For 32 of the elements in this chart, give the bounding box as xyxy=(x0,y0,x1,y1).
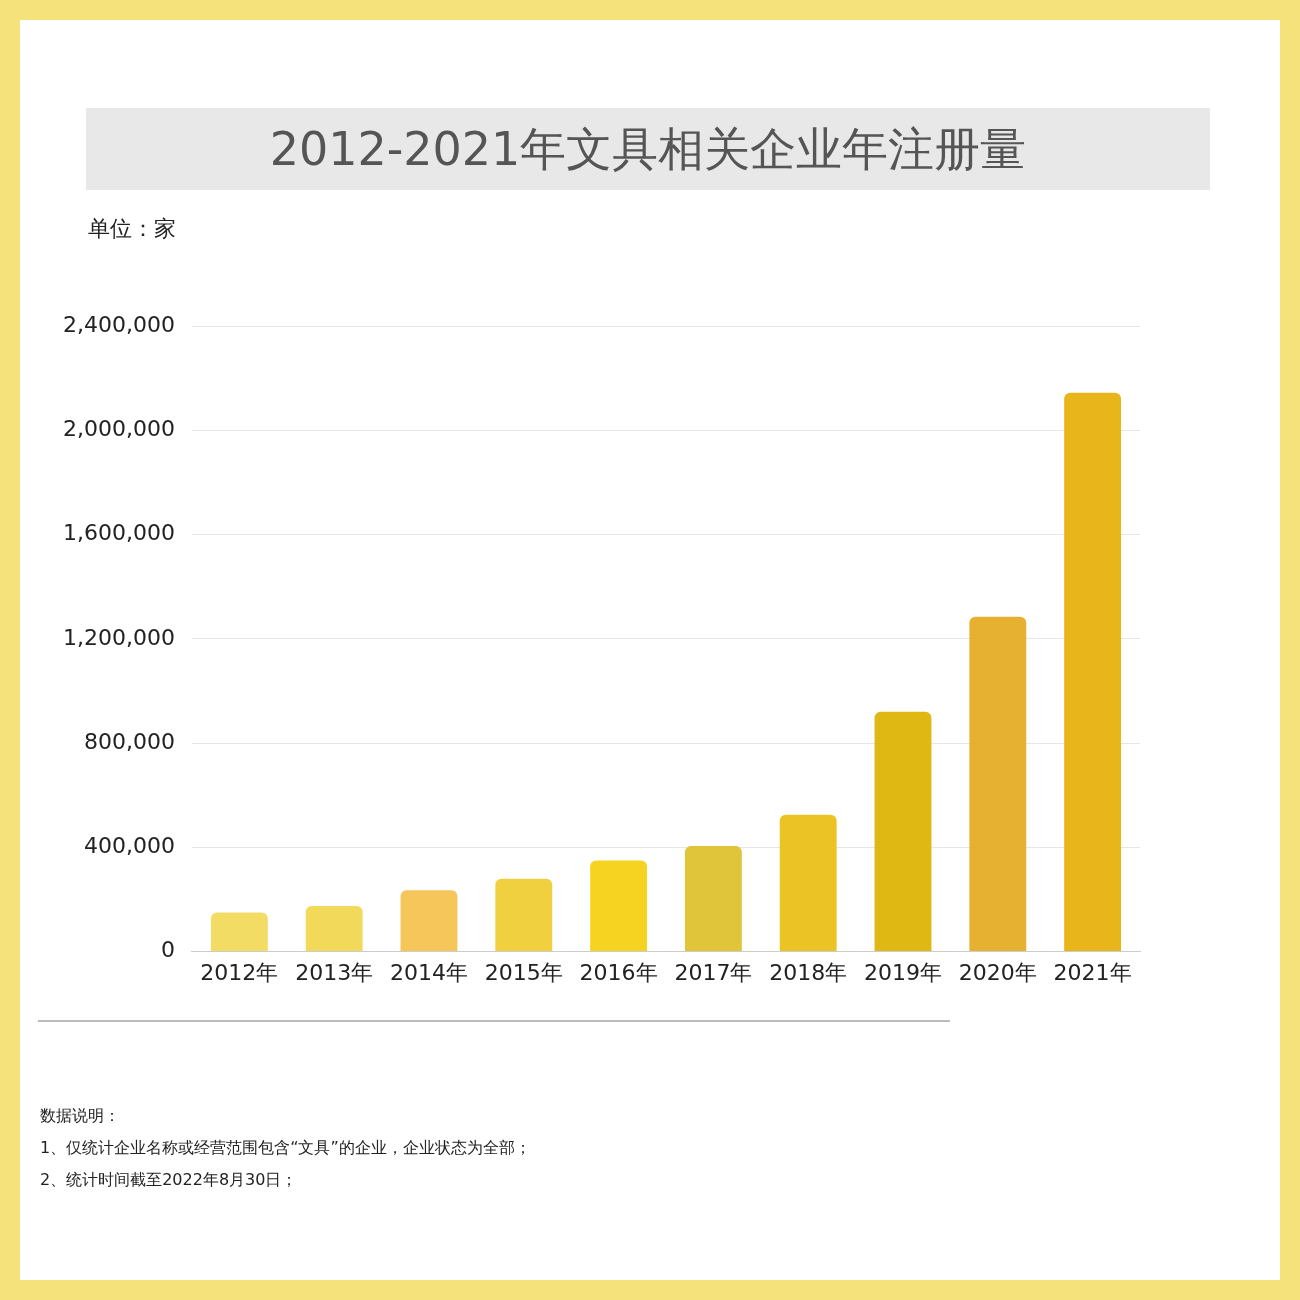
bar xyxy=(1064,392,1122,952)
y-axis-title: 单位：家 xyxy=(88,215,176,243)
y-tick-label: 0 xyxy=(160,937,175,963)
x-tick-label: 2017年 xyxy=(674,959,753,985)
x-tick-label: 2020年 xyxy=(958,959,1037,985)
y-tick-label: 1,200,000 xyxy=(63,624,175,650)
bar xyxy=(779,814,837,952)
x-tick-label: 2012年 xyxy=(200,959,279,985)
x-tick-label: 2018年 xyxy=(769,959,848,985)
bar xyxy=(969,616,1027,952)
bar xyxy=(305,906,363,952)
y-tick-label: 1,600,000 xyxy=(63,520,175,546)
x-tick-label: 2019年 xyxy=(863,959,942,985)
x-tick-label: 2014年 xyxy=(389,959,468,985)
y-tick-label: 400,000 xyxy=(83,833,175,859)
x-tick-label: 2015年 xyxy=(484,959,563,985)
y-tick-label: 2,400,000 xyxy=(63,311,175,337)
text: 数据说明： xyxy=(40,1105,121,1127)
bar xyxy=(590,860,648,952)
bar xyxy=(210,912,268,952)
bar xyxy=(684,846,742,952)
y-tick-label: 2,000,000 xyxy=(63,416,175,442)
x-tick-label: 2013年 xyxy=(295,959,374,985)
y-tick-label: 800,000 xyxy=(83,728,175,754)
bar xyxy=(400,890,458,952)
x-tick-label: 2021年 xyxy=(1053,959,1132,985)
text: 1、仅统计企业名称或经营范围包含“文具”的企业，企业状态为全部； xyxy=(40,1137,531,1159)
text: 2、统计时间截至2022年8月30日； xyxy=(40,1169,299,1191)
x-tick-label: 2016年 xyxy=(579,959,658,985)
bar xyxy=(874,711,932,952)
bar xyxy=(495,878,553,952)
chart-title: 2012-2021年文具相关企业年注册量 xyxy=(86,108,1210,190)
